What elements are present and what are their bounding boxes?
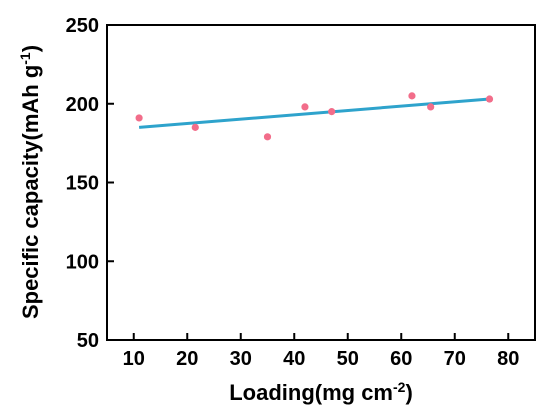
y-axis-ticks: 50 100 150 200 250 <box>66 15 114 352</box>
fit-line <box>138 97 490 129</box>
y-axis-title-main: Specific capacity(mAh g <box>18 65 43 319</box>
fit-line-group <box>138 97 490 129</box>
y-tick-label: 200 <box>66 94 99 116</box>
x-tick-label: 10 <box>123 348 145 370</box>
x-axis-title-sup: -2 <box>393 379 406 395</box>
data-point <box>191 123 199 131</box>
data-point <box>408 92 416 100</box>
data-point <box>427 103 435 111</box>
data-point <box>301 103 309 111</box>
x-tick-label: 30 <box>230 348 252 370</box>
data-point <box>135 114 143 122</box>
y-axis-title-sup: -1 <box>17 52 33 65</box>
x-tick-label: 70 <box>444 348 466 370</box>
plot-frame <box>106 24 536 341</box>
y-tick-label: 250 <box>66 15 99 37</box>
data-point <box>263 133 272 141</box>
y-tick-label: 150 <box>66 173 99 195</box>
data-point <box>328 108 336 116</box>
data-point <box>485 95 494 103</box>
x-axis-title-main: Loading(mg cm <box>229 380 393 405</box>
y-tick-label: 100 <box>66 251 99 273</box>
data-points <box>135 92 494 141</box>
y-tick-label: 50 <box>77 330 99 352</box>
x-tick-label: 80 <box>497 348 519 370</box>
x-axis-title: Loading(mg cm-2) <box>229 379 413 405</box>
x-tick-label: 40 <box>283 348 305 370</box>
x-axis-ticks: 10 20 30 40 50 60 70 80 <box>123 333 519 370</box>
y-axis-title: Specific capacity(mAh g-1) <box>17 45 43 319</box>
x-tick-label: 20 <box>176 348 198 370</box>
x-tick-label: 50 <box>337 348 359 370</box>
x-tick-label: 60 <box>390 348 412 370</box>
x-axis-title-end: ) <box>405 380 412 405</box>
y-axis-title-end: ) <box>18 45 43 52</box>
